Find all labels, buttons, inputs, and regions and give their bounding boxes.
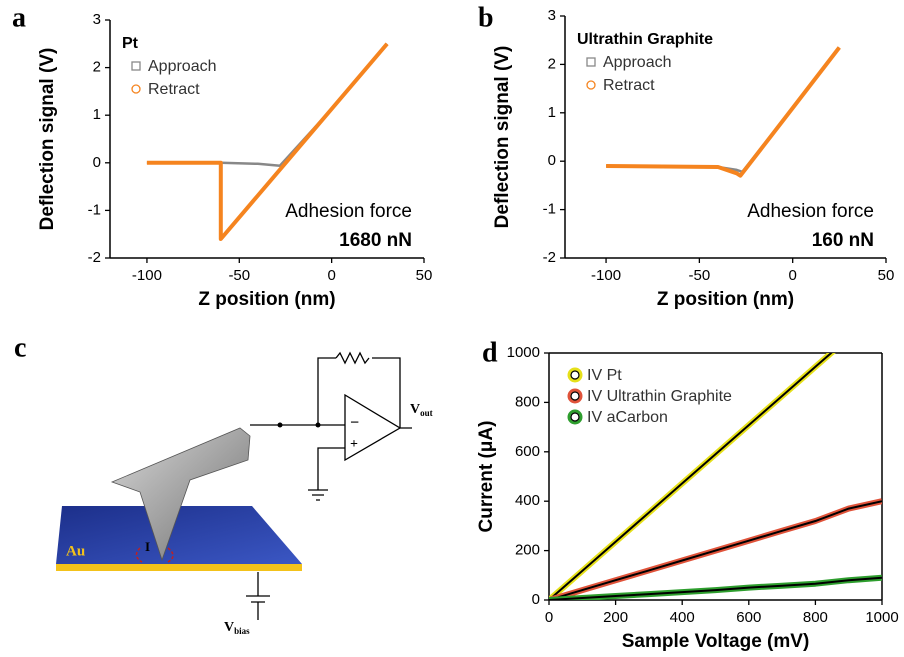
x-tick-label: 50: [416, 267, 433, 284]
x-tick-label: 0: [327, 267, 335, 284]
x-axis-title: Z position (nm): [198, 289, 335, 310]
x-tick-label: 800: [803, 609, 828, 626]
x-tick-label: 600: [736, 609, 761, 626]
y-tick-label: -1: [543, 201, 556, 218]
node: [277, 422, 283, 428]
panel-label: b: [478, 2, 494, 33]
annotation: Adhesion force: [747, 201, 874, 222]
bias-source: [246, 572, 270, 620]
y-tick-label: 1: [93, 106, 101, 123]
node: [315, 422, 321, 428]
legend-label: Retract: [603, 77, 655, 94]
legend-marker: [567, 388, 583, 404]
x-tick-label: 0: [545, 609, 553, 626]
y-axis-title: Current (μA): [476, 421, 497, 533]
y-tick-label: 1: [548, 104, 556, 121]
legend-marker: [586, 80, 596, 90]
panel-label: a: [12, 2, 26, 33]
annotation: Adhesion force: [285, 201, 412, 222]
y-axis-title: Deflection signal (V): [37, 48, 58, 231]
fit-line: [549, 576, 882, 600]
y-tick-label: 800: [515, 393, 540, 410]
legend-label: Approach: [603, 54, 672, 71]
series-line: [146, 42, 389, 241]
legend-marker: [570, 370, 580, 380]
fit-line: [549, 353, 833, 600]
output-symbol: V: [410, 402, 420, 417]
y-tick-label: 0: [93, 154, 101, 171]
y-tick-label: 400: [515, 492, 540, 509]
chart: d 0 200 400 600 800 1000 0 200 400 600 800 1000 Sampl…: [476, 337, 899, 652]
cantilever: [110, 427, 251, 562]
legend-label: IV Ultrathin Graphite: [587, 388, 732, 405]
series-line: [606, 46, 841, 178]
current-label: I: [145, 539, 150, 554]
panel-label: c: [14, 332, 26, 363]
bias-subscript: bias: [234, 626, 250, 636]
chart: b -2 -1 0 1 2 3 -100 -50 0 50 Z position (nm) Deflec…: [478, 2, 894, 310]
y-tick-label: -2: [88, 249, 101, 266]
legend-marker: [131, 84, 141, 94]
legend-label: Retract: [148, 81, 200, 98]
output-subscript: out: [420, 408, 433, 418]
y-tick-label: 3: [548, 7, 556, 24]
gold-layer: [56, 564, 302, 571]
legend-label: IV Pt: [587, 367, 622, 384]
x-tick-label: -50: [689, 267, 711, 284]
y-tick-label: 600: [515, 443, 540, 460]
legend-marker: [586, 57, 596, 67]
y-tick-label: 3: [93, 11, 101, 28]
op-amp: [344, 393, 402, 462]
resistor: [335, 351, 370, 365]
minus-label: −: [350, 415, 359, 432]
y-tick-label: 0: [532, 591, 540, 608]
plus-label: +: [350, 437, 358, 452]
y-axis-title: Deflection signal (V): [492, 46, 513, 229]
bias-label: Vbias: [224, 620, 250, 636]
legend-marker: [567, 409, 583, 425]
x-tick-label: -100: [591, 267, 621, 284]
diagram-c: c Au I − + Vout Vbias: [14, 332, 433, 636]
y-tick-label: -2: [543, 249, 556, 266]
circuit-wires: [250, 357, 412, 501]
x-tick-label: 0: [789, 267, 797, 284]
output-label: Vout: [410, 402, 433, 418]
legend-marker: [131, 61, 141, 71]
x-axis-title: Sample Voltage (mV): [622, 631, 810, 652]
legend-marker: [570, 391, 580, 401]
fit-line: [549, 500, 882, 600]
x-tick-label: 50: [878, 267, 895, 284]
legend-marker: [570, 412, 580, 422]
y-tick-label: 2: [93, 59, 101, 76]
x-tick-label: -50: [228, 267, 250, 284]
x-tick-label: 200: [603, 609, 628, 626]
legend-title: Pt: [122, 35, 139, 52]
bias-symbol: V: [224, 620, 234, 635]
x-tick-label: 400: [670, 609, 695, 626]
substrate-label: Au: [66, 543, 85, 559]
y-tick-label: -1: [88, 201, 101, 218]
annotation: 1680 nN: [339, 230, 412, 251]
y-tick-label: 0: [548, 152, 556, 169]
y-tick-label: 1000: [507, 344, 540, 361]
y-tick-label: 2: [548, 55, 556, 72]
x-axis-title: Z position (nm): [657, 289, 794, 310]
legend-label: Approach: [148, 58, 217, 75]
legend-marker: [567, 367, 583, 383]
panel-label: d: [482, 337, 498, 368]
chart: a -2 -1 0 1 2 3 -100 -50 0 50 Z position (nm) Deflec…: [12, 2, 432, 310]
legend-label: IV aCarbon: [587, 409, 668, 426]
x-tick-label: 1000: [865, 609, 898, 626]
substrate: [56, 506, 302, 564]
y-tick-label: 200: [515, 542, 540, 559]
x-tick-label: -100: [132, 267, 162, 284]
annotation: 160 nN: [812, 230, 874, 251]
legend-title: Ultrathin Graphite: [577, 31, 713, 48]
current-arrow: [135, 547, 174, 563]
